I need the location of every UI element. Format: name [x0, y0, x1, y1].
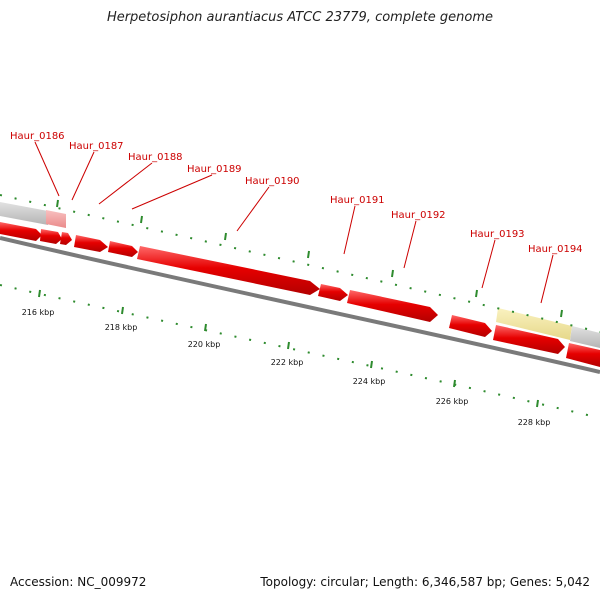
gene-label[interactable]: Haur_0190 [245, 176, 300, 187]
footer-accession: Accession: NC_009972 [10, 575, 147, 589]
gene-labels: Haur_0186 Haur_0187 Haur_0188 Haur_0189 … [10, 131, 583, 255]
gene-arrow[interactable] [60, 232, 72, 245]
kbp-label: 228 kbp [518, 418, 551, 427]
gene-arrow[interactable] [566, 343, 600, 367]
gene-label[interactable]: Haur_0194 [528, 244, 583, 255]
kbp-label: 218 kbp [105, 323, 138, 332]
gene-arrow[interactable] [137, 246, 320, 295]
gene-arrow[interactable] [40, 229, 62, 244]
gene-arrow[interactable] [449, 315, 492, 337]
gene-label[interactable]: Haur_0186 [10, 131, 65, 142]
upper-major-ticks [56, 199, 563, 318]
gene-arrow[interactable] [0, 222, 42, 241]
kbp-label: 222 kbp [271, 358, 304, 367]
gene-label[interactable]: Haur_0191 [330, 195, 385, 206]
gene-arrows [0, 222, 600, 367]
yellow-feature [496, 308, 572, 340]
gene-arrow[interactable] [108, 241, 138, 257]
gene-label[interactable]: Haur_0192 [391, 210, 446, 221]
genome-backbone [0, 236, 600, 374]
kbp-label: 224 kbp [353, 377, 386, 386]
gene-label[interactable]: Haur_0187 [69, 141, 124, 152]
grey-feature-right [570, 326, 600, 348]
gene-label[interactable]: Haur_0193 [470, 229, 525, 240]
footer-stats: Topology: circular; Length: 6,346,587 bp… [260, 575, 590, 589]
kbp-label: 216 kbp [22, 308, 55, 317]
kbp-labels: 216 kbp 218 kbp 220 kbp 222 kbp 224 kbp … [22, 308, 551, 427]
gene-arrow[interactable] [74, 235, 108, 252]
pink-feature-left [46, 210, 66, 228]
gene-label[interactable]: Haur_0188 [128, 152, 183, 163]
upper-tick-track [0, 194, 600, 333]
gene-arrow[interactable] [318, 284, 348, 301]
gene-label[interactable]: Haur_0189 [187, 164, 242, 175]
gene-arrow[interactable] [493, 325, 565, 354]
grey-feature-left [0, 202, 48, 225]
kbp-label: 226 kbp [436, 397, 469, 406]
gene-arrow[interactable] [347, 290, 438, 322]
kbp-label: 220 kbp [188, 340, 221, 349]
gene-leader-lines [34, 141, 554, 304]
lower-major-ticks [38, 289, 539, 408]
map-title: Herpetosiphon aurantiacus ATCC 23779, co… [106, 10, 494, 25]
